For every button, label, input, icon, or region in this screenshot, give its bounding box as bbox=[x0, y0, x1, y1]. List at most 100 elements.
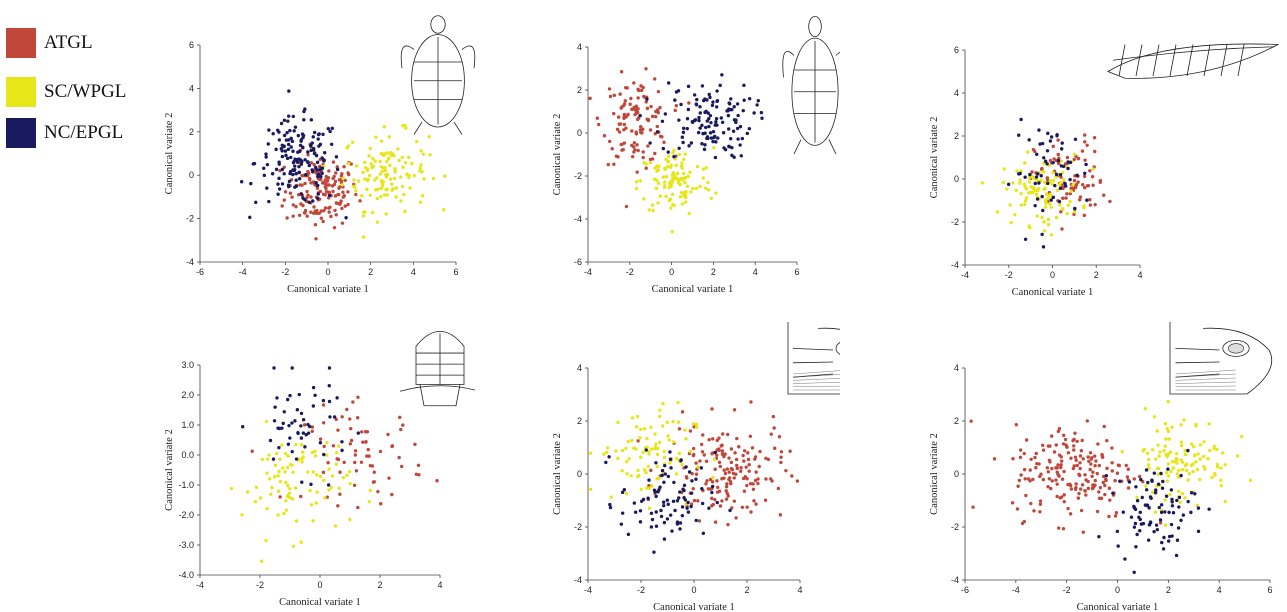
data-point bbox=[306, 153, 310, 157]
data-point bbox=[384, 212, 388, 216]
data-point bbox=[638, 509, 643, 513]
data-point bbox=[759, 110, 764, 115]
data-point bbox=[696, 130, 701, 135]
y-tick-label: 2.0 bbox=[181, 390, 194, 400]
data-point bbox=[1137, 474, 1142, 479]
data-point bbox=[288, 191, 293, 195]
data-point bbox=[734, 463, 739, 468]
data-point bbox=[675, 520, 680, 524]
data-point bbox=[334, 213, 338, 217]
data-point bbox=[418, 169, 422, 173]
data-point bbox=[1068, 199, 1072, 204]
y-tick-label: 2 bbox=[577, 416, 582, 426]
data-point bbox=[304, 433, 308, 437]
data-point bbox=[1157, 454, 1161, 458]
data-point bbox=[1097, 534, 1101, 539]
data-point bbox=[1055, 133, 1059, 137]
data-point bbox=[608, 502, 612, 507]
data-point bbox=[750, 446, 755, 450]
data-point bbox=[675, 456, 679, 461]
data-point bbox=[278, 457, 282, 462]
data-point bbox=[685, 126, 689, 131]
data-point bbox=[672, 148, 676, 152]
data-point bbox=[331, 189, 335, 194]
data-point bbox=[294, 178, 298, 182]
data-point bbox=[1005, 187, 1009, 191]
data-point bbox=[1059, 147, 1064, 151]
data-point bbox=[336, 457, 341, 462]
data-point bbox=[725, 482, 729, 486]
data-point bbox=[1155, 527, 1160, 532]
data-point bbox=[1062, 433, 1066, 438]
data-point bbox=[701, 433, 705, 437]
data-point bbox=[645, 106, 650, 111]
data-point bbox=[751, 487, 756, 491]
data-point bbox=[1066, 166, 1070, 171]
data-point bbox=[1134, 545, 1138, 549]
data-point bbox=[707, 124, 711, 129]
data-point bbox=[621, 147, 625, 152]
data-point bbox=[399, 199, 403, 203]
data-point bbox=[1058, 203, 1062, 207]
data-point bbox=[403, 209, 407, 214]
data-point bbox=[1060, 170, 1065, 175]
data-point bbox=[649, 525, 654, 529]
data-point bbox=[756, 481, 760, 486]
data-point bbox=[406, 155, 411, 160]
data-point bbox=[351, 400, 355, 404]
data-point bbox=[1108, 498, 1112, 502]
data-point bbox=[404, 126, 408, 130]
data-point bbox=[328, 129, 332, 134]
data-point bbox=[398, 175, 403, 179]
data-point bbox=[296, 431, 300, 436]
data-point bbox=[636, 107, 640, 111]
data-point bbox=[359, 460, 364, 464]
data-point bbox=[652, 488, 657, 492]
x-tick-label: -4 bbox=[584, 267, 592, 277]
data-point bbox=[695, 164, 700, 169]
data-point bbox=[650, 484, 654, 488]
data-point bbox=[673, 108, 677, 113]
data-point bbox=[632, 150, 636, 154]
data-point bbox=[1046, 222, 1051, 227]
y-tick-label: 4 bbox=[954, 88, 959, 98]
data-point bbox=[1160, 486, 1165, 490]
data-point bbox=[313, 223, 318, 227]
data-point bbox=[1026, 150, 1030, 154]
data-point bbox=[686, 510, 691, 514]
data-point bbox=[340, 206, 344, 211]
data-point bbox=[1072, 464, 1076, 468]
x-tick-label: -6 bbox=[196, 267, 204, 277]
data-point bbox=[435, 478, 439, 483]
data-point bbox=[715, 98, 720, 103]
data-point bbox=[1083, 489, 1087, 493]
data-point bbox=[1115, 529, 1120, 534]
data-point bbox=[374, 135, 378, 139]
data-point bbox=[635, 474, 640, 479]
data-point bbox=[264, 155, 268, 159]
y-tick-label: 2 bbox=[954, 416, 959, 426]
data-point bbox=[375, 176, 379, 180]
data-point bbox=[700, 486, 704, 491]
data-point bbox=[630, 154, 635, 159]
data-point bbox=[356, 505, 360, 510]
data-point bbox=[1060, 206, 1065, 211]
data-point bbox=[276, 182, 280, 186]
data-point bbox=[291, 149, 295, 153]
data-point bbox=[310, 429, 314, 433]
data-point bbox=[995, 210, 1000, 214]
data-point bbox=[709, 120, 713, 125]
data-point bbox=[660, 424, 665, 428]
data-point bbox=[663, 167, 667, 171]
data-point bbox=[1023, 477, 1027, 481]
data-point bbox=[658, 105, 662, 110]
data-point bbox=[647, 506, 652, 510]
data-point bbox=[251, 162, 255, 166]
x-tick-label: 2 bbox=[744, 585, 749, 595]
data-point bbox=[1036, 187, 1041, 191]
x-tick-label: 0 bbox=[1115, 585, 1120, 595]
y-tick-label: -4 bbox=[951, 575, 959, 585]
data-point bbox=[620, 448, 625, 453]
data-point bbox=[1213, 473, 1217, 477]
data-point bbox=[670, 229, 674, 234]
